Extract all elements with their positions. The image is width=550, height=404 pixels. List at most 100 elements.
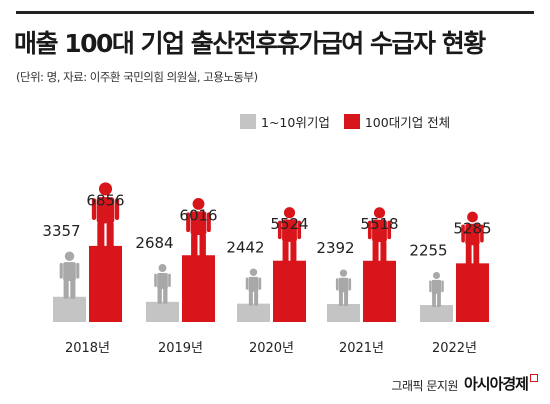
figure-all-0-leg-right (106, 222, 114, 248)
bar-top10-3 (327, 304, 360, 322)
category-label-0: 2018년 (65, 341, 110, 356)
figure-all-1-head (192, 198, 205, 210)
figure-top10-4-head (432, 272, 441, 280)
legend-item-all: 100대기업 전체 (343, 112, 451, 131)
legend-swatch-gray (240, 114, 256, 129)
figure-top10-2-arm-right (258, 277, 262, 290)
value-label-top10-3: 2392 (316, 239, 354, 257)
value-label-all-3: 5518 (360, 215, 398, 233)
figure-all-4-torso (465, 223, 480, 246)
value-label-all-2: 5524 (270, 215, 308, 233)
figure-top10-3-torso (338, 277, 349, 293)
category-label-3: 2021년 (339, 341, 384, 356)
figure-all-4-head (467, 211, 478, 223)
figure-top10-4-arm-right (441, 280, 444, 293)
figure-all-1 (186, 198, 211, 258)
figure-top10-0-leg-left (63, 280, 69, 299)
figure-top10-3-leg-left (338, 291, 343, 307)
value-label-all-1: 6016 (179, 206, 217, 224)
figure-all-0-leg-left (97, 222, 105, 248)
figure-top10-2-torso (248, 276, 259, 292)
figure-all-4-leg-right (473, 244, 480, 266)
figure-all-2-arm-right (297, 220, 302, 240)
figure-top10-1 (154, 264, 171, 304)
legend-label-top10: 1~10위기업 (261, 115, 330, 130)
figure-all-1-leg-right (199, 234, 206, 258)
figure-all-3-leg-left (372, 240, 379, 263)
bar-top10-1 (146, 301, 179, 322)
figure-top10-4 (429, 272, 444, 308)
value-label-all-0: 6856 (86, 191, 124, 209)
figure-top10-3-arm-right (348, 278, 352, 291)
top-rule (16, 11, 534, 14)
figure-all-4 (461, 211, 484, 266)
figure-all-0-torso (96, 197, 115, 224)
bar-all-2 (273, 260, 306, 322)
figure-all-2-head (283, 207, 296, 219)
figure-top10-3-leg-right (344, 291, 349, 307)
figure-all-0-arm-right (114, 198, 120, 221)
figure-top10-4-leg-left (432, 292, 436, 308)
figure-all-3-leg-right (380, 240, 387, 263)
figure-all-3-arm-left (367, 220, 372, 240)
figure-top10-0-torso (63, 262, 76, 282)
figure-top10-3-head (339, 269, 348, 277)
legend-label-all: 100대기업 전체 (364, 115, 451, 130)
figure-all-2-leg-right (290, 240, 297, 263)
bar-all-3 (363, 260, 396, 322)
figure-top10-1-leg-left (157, 287, 162, 304)
figure-all-3-torso (372, 219, 387, 242)
source-note: (단위: 명, 자료: 이주환 국민의힘 의원실, 고용노동부) (16, 70, 258, 84)
figure-all-4-arm-right (480, 224, 484, 243)
figure-top10-0 (59, 251, 80, 299)
figure-all-3-head (373, 207, 386, 219)
figure-top10-0-arm-right (76, 262, 80, 279)
legend-item-top10: 1~10위기업 (240, 112, 330, 131)
figure-all-4-leg-left (465, 244, 472, 266)
brand-mark-icon (530, 374, 538, 382)
legend-swatch-red (343, 114, 360, 129)
figure-top10-3 (335, 269, 352, 307)
figure-top10-1-head (158, 264, 167, 272)
figure-top10-2-arm-left (245, 277, 249, 290)
figure-all-3-arm-right (387, 220, 392, 240)
figure-top10-1-torso (157, 272, 168, 289)
figure-all-2-torso (282, 219, 297, 242)
figure-top10-2-head (249, 268, 258, 276)
value-label-top10-0: 3357 (42, 222, 80, 240)
figure-all-2 (277, 207, 302, 263)
figure-all-3 (367, 207, 392, 263)
bar-all-4 (456, 263, 489, 322)
brand-logo: 아시아경제 (463, 375, 529, 393)
category-label-1: 2019년 (158, 341, 203, 356)
figure-top10-4-arm-left (429, 280, 432, 293)
bar-top10-4 (420, 305, 453, 322)
bar-top10-0 (53, 296, 86, 322)
figure-all-1-leg-left (191, 234, 198, 258)
figure-top10-2 (245, 268, 262, 306)
figure-all-0 (91, 182, 120, 248)
graphic-credit: 그래픽 문지원 (391, 379, 458, 393)
legend: 1~10위기업 100대기업 전체 (240, 112, 464, 131)
figure-top10-2-leg-right (254, 290, 259, 306)
category-label-4: 2022년 (432, 341, 477, 356)
value-label-top10-1: 2684 (135, 234, 173, 252)
figure-top10-0-arm-left (59, 262, 63, 279)
figure-top10-1-arm-right (168, 273, 171, 287)
figure-all-0-arm-left (91, 198, 97, 221)
figure-top10-0-leg-right (70, 280, 76, 299)
figure-top10-2-leg-left (248, 290, 253, 306)
bar-top10-2 (237, 303, 270, 322)
figure-all-2-leg-left (282, 240, 289, 263)
chart-title: 매출 100대 기업 출산전후휴가급여 수급자 현황 (14, 29, 486, 58)
bar-all-1 (182, 255, 215, 322)
figure-top10-4-leg-right (437, 292, 441, 308)
figure-all-0-head (98, 182, 113, 196)
figure-top10-1-leg-right (163, 287, 168, 304)
figure-top10-3-arm-left (335, 278, 339, 291)
value-label-all-4: 5285 (453, 219, 491, 237)
figure-top10-4-torso (431, 279, 442, 294)
figure-all-4-arm-left (461, 224, 465, 243)
figure-all-1-arm-right (206, 212, 211, 233)
